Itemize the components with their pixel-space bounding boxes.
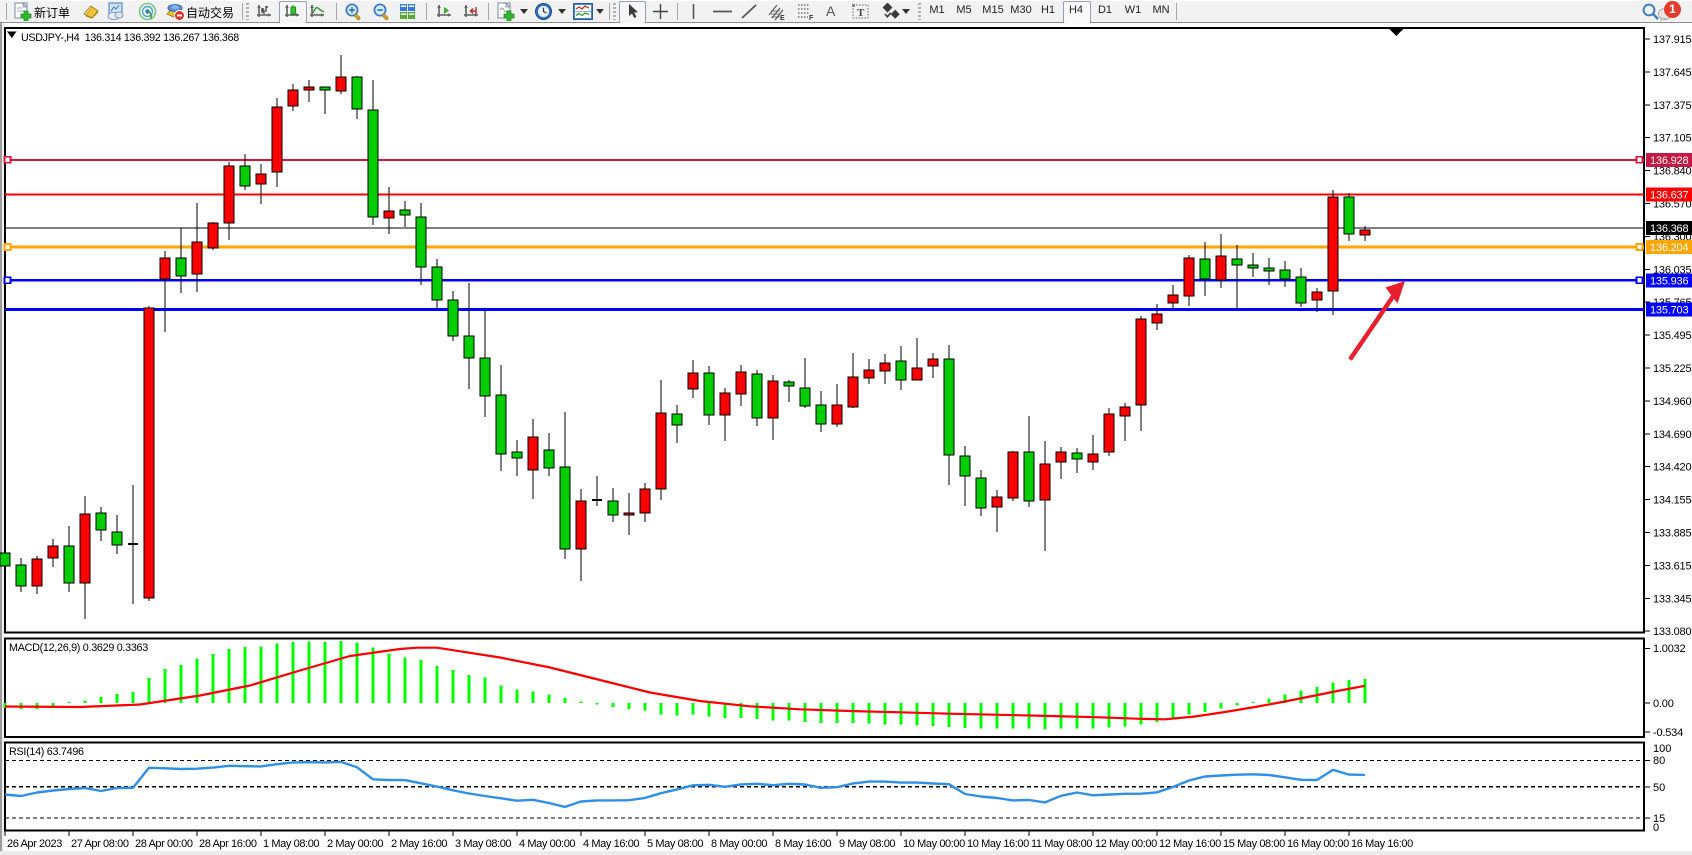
svg-text:F: F	[809, 15, 814, 21]
svg-text:100: 100	[1653, 743, 1671, 755]
svg-text:134.420: 134.420	[1653, 462, 1691, 474]
svg-text:27 Apr 08:00: 27 Apr 08:00	[71, 838, 129, 850]
svg-text:136.928: 136.928	[1650, 155, 1688, 167]
svg-text:28 Apr 00:00: 28 Apr 00:00	[135, 838, 193, 850]
svg-text:137.375: 137.375	[1653, 100, 1691, 112]
svg-text:135.703: 135.703	[1650, 305, 1688, 317]
svg-text:136.840: 136.840	[1653, 166, 1691, 178]
svg-text:8 May 00:00: 8 May 00:00	[711, 838, 767, 850]
svg-text:137.915: 137.915	[1653, 34, 1691, 46]
svg-text:134.690: 134.690	[1653, 429, 1691, 441]
svg-text:134.960: 134.960	[1653, 396, 1691, 408]
svg-text:133.345: 133.345	[1653, 593, 1691, 605]
svg-text:134.155: 134.155	[1653, 495, 1691, 507]
svg-text:T: T	[857, 7, 865, 19]
svg-text:9 May 08:00: 9 May 08:00	[839, 838, 895, 850]
svg-text:8 May 16:00: 8 May 16:00	[775, 838, 831, 850]
svg-text:135.495: 135.495	[1653, 330, 1691, 342]
svg-text:137.105: 137.105	[1653, 133, 1691, 145]
svg-text:15 May 08:00: 15 May 08:00	[1223, 838, 1285, 850]
svg-text:2 May 16:00: 2 May 16:00	[391, 838, 447, 850]
svg-text:133.080: 133.080	[1653, 626, 1691, 638]
svg-text:4 May 00:00: 4 May 00:00	[519, 838, 575, 850]
svg-text:135.936: 135.936	[1650, 275, 1688, 287]
svg-text:0: 0	[1653, 822, 1659, 834]
svg-text:10 May 16:00: 10 May 16:00	[967, 838, 1029, 850]
svg-text:136.204: 136.204	[1650, 242, 1688, 254]
svg-text:136.368: 136.368	[1650, 223, 1688, 235]
svg-text:5 May 08:00: 5 May 08:00	[647, 838, 703, 850]
svg-text:1 May 08:00: 1 May 08:00	[263, 838, 319, 850]
svg-text:2 May 00:00: 2 May 00:00	[327, 838, 383, 850]
svg-text:16 May 00:00: 16 May 00:00	[1287, 838, 1349, 850]
svg-text:50: 50	[1653, 782, 1665, 794]
svg-text:0.00: 0.00	[1653, 698, 1674, 710]
svg-text:26 Apr 2023: 26 Apr 2023	[7, 838, 62, 850]
svg-text:28 Apr 16:00: 28 Apr 16:00	[199, 838, 257, 850]
svg-text:10 May 00:00: 10 May 00:00	[903, 838, 965, 850]
svg-text:135.225: 135.225	[1653, 363, 1691, 375]
svg-text:11 May 08:00: 11 May 08:00	[1031, 838, 1092, 850]
svg-text:133.615: 133.615	[1653, 560, 1691, 572]
svg-text:E: E	[780, 15, 785, 21]
svg-text:3 May 08:00: 3 May 08:00	[455, 838, 511, 850]
svg-text:USDJPY-,H4 136.314 136.392 13: USDJPY-,H4 136.314 136.392 136.267 136.3…	[21, 32, 239, 44]
svg-text:16 May 16:00: 16 May 16:00	[1351, 838, 1413, 850]
svg-text:4 May 16:00: 4 May 16:00	[583, 838, 639, 850]
svg-text:RSI(14) 63.7496: RSI(14) 63.7496	[9, 746, 84, 758]
svg-text:80: 80	[1653, 755, 1665, 767]
svg-text:-0.534: -0.534	[1653, 727, 1683, 739]
svg-text:137.645: 137.645	[1653, 67, 1691, 79]
svg-text:1.0032: 1.0032	[1653, 643, 1686, 655]
svg-text:12 May 00:00: 12 May 00:00	[1095, 838, 1157, 850]
svg-text:MACD(12,26,9) 0.3629 0.3363: MACD(12,26,9) 0.3629 0.3363	[9, 642, 148, 654]
svg-text:15: 15	[1653, 813, 1665, 825]
svg-text:12 May 16:00: 12 May 16:00	[1159, 838, 1221, 850]
svg-text:133.885: 133.885	[1653, 528, 1691, 540]
svg-text:136.637: 136.637	[1650, 190, 1688, 202]
